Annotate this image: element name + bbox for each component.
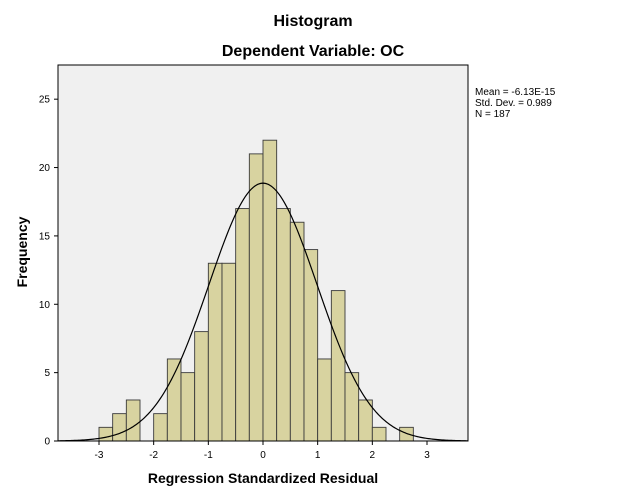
legend-mean: Mean = -6.13E-15 (475, 87, 556, 98)
histogram-bar (399, 426, 414, 442)
histogram-bar (125, 399, 141, 442)
histogram-bar (112, 413, 127, 442)
histogram-bar (276, 208, 291, 442)
histogram-bar (248, 153, 264, 442)
y-axis-label: Frequency (14, 216, 30, 288)
histogram-bar (303, 249, 319, 442)
chart-subtitle: Dependent Variable: OC (221, 43, 405, 60)
stats-legend: Mean = -6.13E-15 Std. Dev. = 0.989 N = 1… (475, 87, 555, 120)
y-tick-label: 5 (44, 368, 50, 379)
y-tick-label: 10 (39, 300, 51, 311)
x-axis-label: Regression Standardized Residual (147, 470, 379, 486)
y-tick-label: 20 (39, 163, 51, 174)
histogram-bar (235, 208, 250, 442)
y-tick-label: 15 (39, 231, 51, 242)
x-tick-label: 1 (315, 450, 321, 461)
legend-std-dev: Std. Dev. = 0.989 (475, 98, 552, 109)
x-tick-label: -2 (149, 450, 158, 461)
y-tick-label: 25 (39, 95, 51, 106)
histogram-bar (194, 331, 209, 442)
histogram-bar (289, 221, 305, 442)
histogram-bar (207, 262, 223, 442)
x-tick-label: -1 (204, 450, 213, 461)
histogram-bar (153, 413, 168, 442)
y-tick-label: 0 (44, 437, 50, 448)
x-tick-label: 2 (370, 450, 376, 461)
histogram-bar (371, 426, 387, 442)
chart-title: Histogram (273, 13, 353, 30)
histogram-bar (180, 372, 196, 442)
histogram-bar (166, 358, 182, 442)
x-tick-label: 3 (424, 450, 430, 461)
legend-n: N = 187 (475, 109, 511, 120)
x-tick-label: 0 (260, 450, 266, 461)
histogram-bar (358, 399, 373, 442)
normal-curve (57, 182, 469, 442)
histogram-bar (98, 426, 114, 442)
x-tick-label: -3 (95, 450, 104, 461)
histogram-bar (330, 290, 346, 442)
histogram-bar (317, 358, 332, 442)
histogram-bar (221, 262, 237, 442)
